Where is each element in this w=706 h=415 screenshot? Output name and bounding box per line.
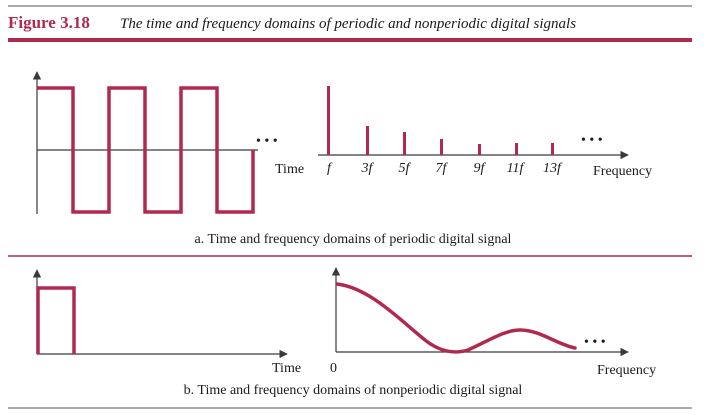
panel-a-time-label: Time	[275, 162, 304, 177]
harmonic-label-9f: 9f	[474, 161, 487, 176]
harmonic-label-3f: 3f	[361, 161, 375, 176]
periodic-square-wave	[37, 86, 255, 214]
harmonic-bar-f	[327, 86, 330, 155]
panel-a-frequency-domain: • • • f 3f 5f 7f 9f 11f 13f Frequency	[318, 86, 652, 179]
panel-b-freq-origin: 0	[330, 361, 337, 376]
figure-number: Figure 3.18	[8, 13, 90, 32]
harmonic-bar-7f	[440, 139, 443, 155]
panel-b-freq-ellipsis: • • •	[584, 335, 606, 350]
panel-a-time-domain: • • • Time	[32, 71, 304, 214]
harmonic-label-11f: 11f	[507, 161, 526, 176]
figure-title: The time and frequency domains of period…	[120, 16, 576, 32]
title-underline	[8, 38, 692, 42]
panel-b-time-label: Time	[272, 361, 301, 376]
harmonic-label-5f: 5f	[399, 161, 412, 176]
harmonic-label-7f: 7f	[436, 161, 449, 176]
panel-a-freq-ellipsis: • • •	[581, 133, 603, 148]
harmonic-bar-3f	[366, 126, 369, 155]
harmonic-bar-11f	[515, 143, 518, 155]
harmonic-bar-13f	[551, 143, 554, 155]
harmonic-bar-5f	[403, 132, 406, 155]
continuous-spectrum-curve	[335, 282, 577, 354]
panel-a-frequency-label: Frequency	[593, 164, 652, 179]
nonperiodic-pulse	[36, 286, 76, 354]
panel-b-frequency-domain: • • • 0 Frequency	[330, 267, 656, 378]
harmonic-label-f: f	[327, 161, 333, 176]
panel-b-frequency-label: Frequency	[597, 363, 656, 378]
panel-b-time-domain: Time	[32, 269, 301, 376]
panel-b-caption: b. Time and frequency domains of nonperi…	[184, 383, 523, 398]
panel-a-caption: a. Time and frequency domains of periodi…	[195, 232, 512, 247]
harmonic-bar-9f	[478, 144, 481, 155]
harmonic-label-13f: 13f	[543, 161, 563, 176]
panel-a-time-ellipsis: • • •	[256, 134, 278, 149]
